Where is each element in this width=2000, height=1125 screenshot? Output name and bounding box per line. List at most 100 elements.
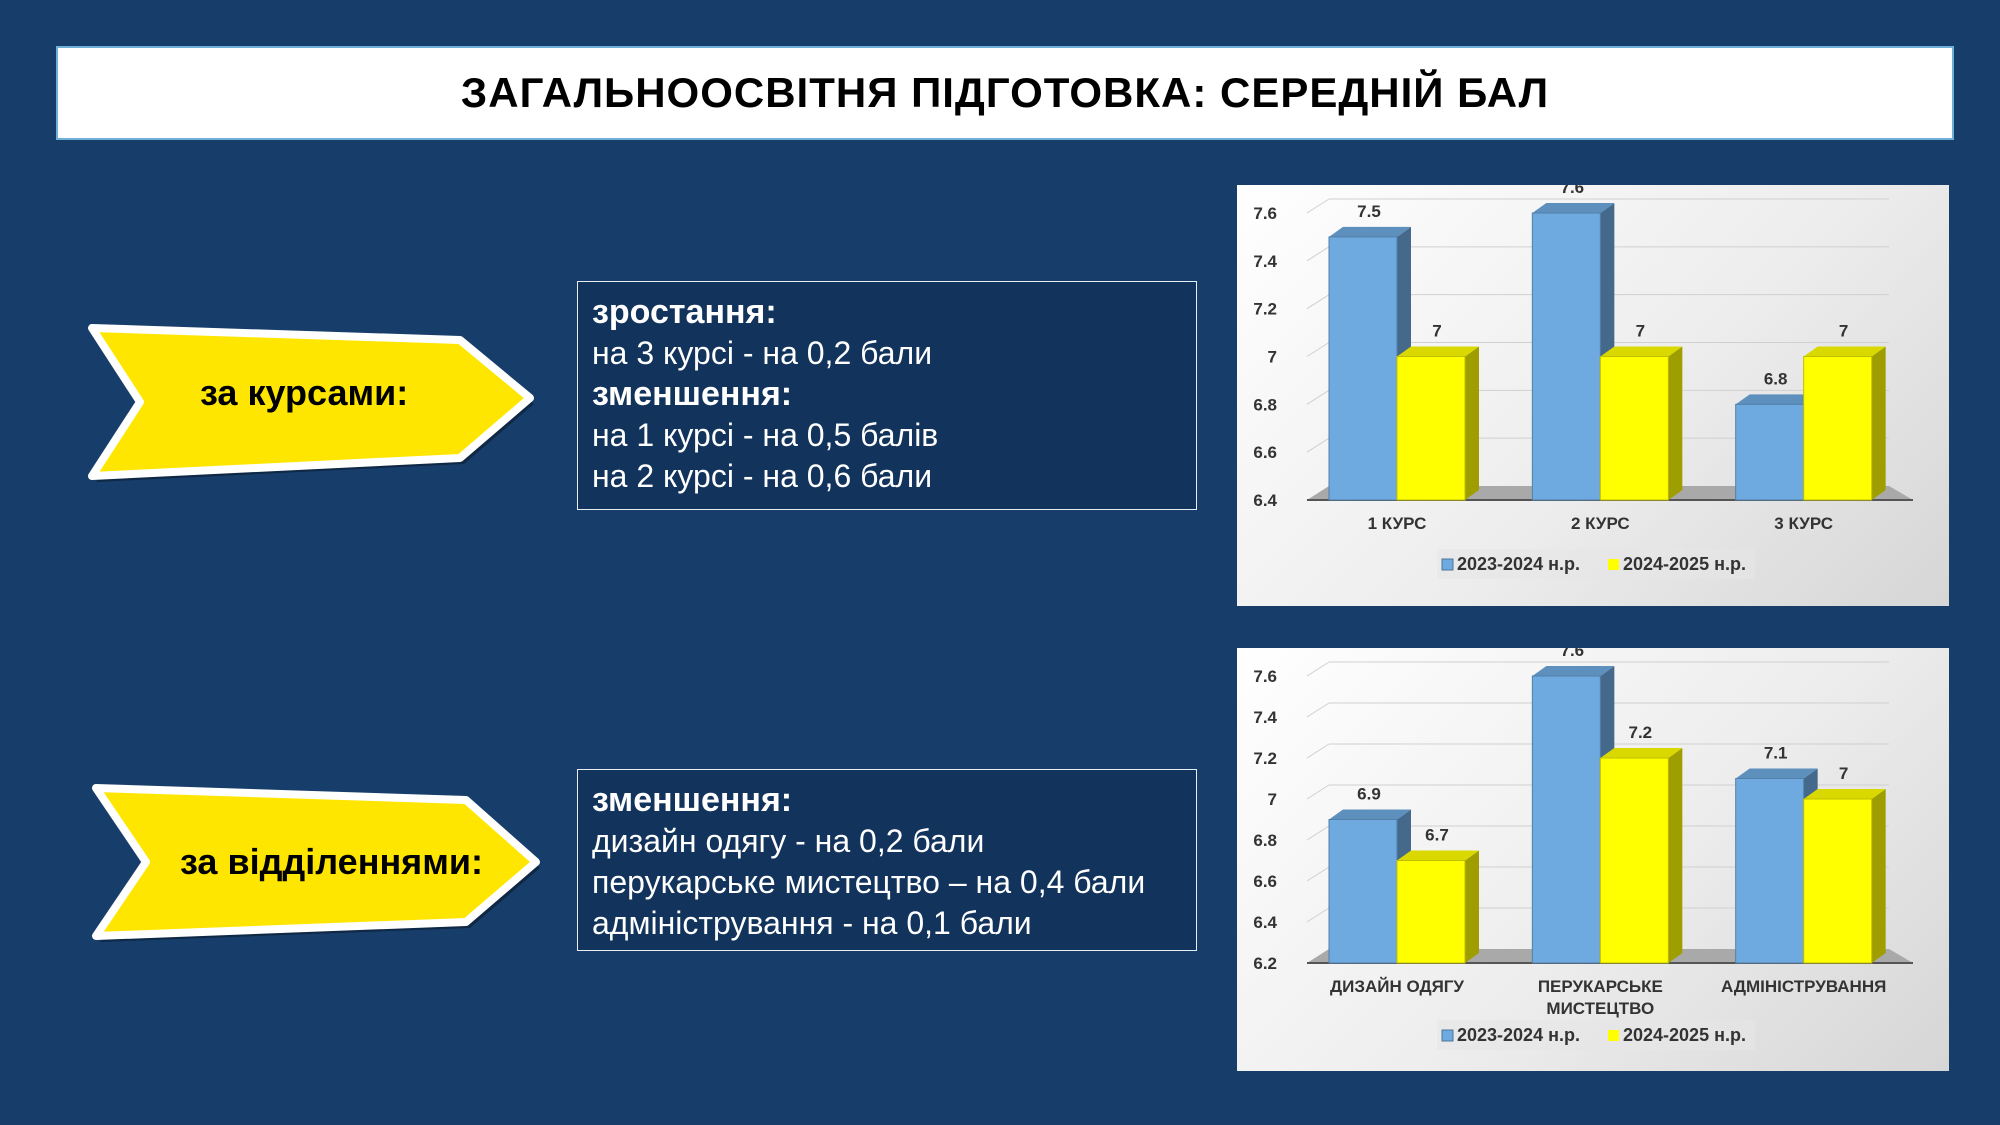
legend-label-2024: 2024-2025 н.р. (1623, 1025, 1746, 1045)
bar-front (1328, 236, 1398, 501)
bar-top (1532, 203, 1615, 213)
gridline-depth (1306, 866, 1330, 882)
bar-top (1803, 789, 1886, 799)
gridline-depth (1306, 907, 1330, 923)
y-tick-label: 6.6 (1253, 872, 1277, 891)
bar-2024-2025-1 (1599, 748, 1683, 964)
bar-top (1397, 850, 1479, 861)
info-line: на 2 курсі - на 0,6 бали (592, 458, 933, 494)
arrow-shape-departments (92, 784, 540, 942)
bar-side (1465, 850, 1479, 963)
y-tick-label: 7.4 (1253, 708, 1277, 727)
data-label: 6.7 (1425, 826, 1449, 845)
legend-label-2023: 2023-2024 н.р. (1457, 554, 1580, 574)
bar-top (1329, 226, 1411, 237)
data-label: 7.2 (1629, 723, 1653, 742)
bar-front (1531, 675, 1601, 964)
chart-courses: 6.4 6.6 6.8 7 7.2 7.4 7.6 7.5 7 1 КУРС 7.6 7 2 КУРС 6… (1253, 185, 1913, 579)
bar-front (1599, 757, 1669, 964)
legend-bg (1437, 549, 1755, 579)
data-label: 7.6 (1561, 648, 1585, 660)
y-tick-label: 7.2 (1253, 749, 1277, 768)
bar-2023-2024-0 (1328, 809, 1411, 964)
x-category-label: 3 КУРС (1774, 514, 1833, 533)
arrow-shape-courses (88, 324, 534, 482)
bar-2024-2025-0 (1396, 850, 1479, 964)
x-category-label: 1 КУРС (1368, 514, 1427, 533)
info-heading: зростання: (592, 293, 777, 331)
page-title: ЗАГАЛЬНООСВІТНЯ ПІДГОТОВКА: СЕРЕДНІЙ БАЛ (460, 69, 1550, 116)
info-heading: зменшення: (592, 375, 793, 413)
bar-front (1803, 798, 1873, 964)
bar-front (1735, 778, 1805, 964)
legend-label-2024: 2024-2025 н.р. (1623, 554, 1746, 574)
info-line: дизайн одягу - на 0,2 бали (592, 823, 985, 859)
bar-front (1396, 356, 1466, 501)
data-label: 6.9 (1357, 785, 1381, 804)
data-label: 7 (1636, 322, 1645, 341)
data-label: 7 (1432, 322, 1441, 341)
legend-label-2023: 2023-2024 н.р. (1457, 1025, 1580, 1045)
legend-swatch-2023 (1441, 558, 1454, 571)
y-tick-label: 7.6 (1253, 204, 1277, 223)
legend: 2023-2024 н.р. 2024-2025 н.р. (1437, 549, 1755, 579)
bar-top (1532, 666, 1615, 676)
y-tick-label: 6.6 (1253, 443, 1277, 462)
bar-top (1735, 768, 1818, 779)
arrow-label-courses: за курсами: (200, 372, 409, 413)
info-line: адміністрування - на 0,1 бали (592, 905, 1032, 941)
gridline-depth (1306, 437, 1330, 453)
gridline-depth (1306, 294, 1330, 310)
legend-swatch-2024 (1608, 559, 1619, 570)
legend-swatch-2023 (1441, 1029, 1454, 1042)
y-tick-label: 6.4 (1253, 491, 1277, 510)
bar-side (1668, 346, 1683, 500)
bar-2024-2025-1 (1599, 346, 1683, 501)
info-line: перукарське мистецтво – на 0,4 бали (592, 864, 1146, 900)
gridline-depth (1306, 389, 1330, 405)
bar-side (1871, 789, 1886, 963)
x-category-label: 2 КУРС (1571, 514, 1630, 533)
gridline-depth (1306, 342, 1330, 357)
gridline-depth (1306, 661, 1330, 677)
bar-2024-2025-2 (1803, 789, 1886, 964)
y-tick-label: 7 (1268, 348, 1277, 367)
x-category-label: ДИЗАЙН ОДЯГУ (1330, 977, 1464, 996)
gridline-depth (1306, 702, 1330, 718)
x-category-label: АДМІНІСТРУВАННЯ (1721, 977, 1886, 996)
info-line: на 1 курсі - на 0,5 балів (592, 417, 939, 453)
y-tick-label: 6.4 (1253, 913, 1277, 932)
data-label: 7.1 (1764, 744, 1788, 763)
bar-top (1600, 748, 1683, 758)
y-tick-label: 7.6 (1253, 667, 1277, 686)
info-line: на 3 курсі - на 0,2 бали (592, 335, 933, 371)
title-banner: ЗАГАЛЬНООСВІТНЯ ПІДГОТОВКА: СЕРЕДНІЙ БАЛ (56, 46, 1954, 140)
gridline-depth (1306, 246, 1330, 262)
legend: 2023-2024 н.р. 2024-2025 н.р. (1437, 1020, 1755, 1050)
gridline-depth (1306, 198, 1330, 214)
bar-top (1600, 346, 1683, 357)
bar-front (1803, 356, 1873, 501)
bar-top (1329, 809, 1411, 820)
legend-swatch-2024 (1608, 1030, 1619, 1041)
gridline-depth (1306, 825, 1330, 841)
data-label: 7.5 (1357, 202, 1381, 221)
bar-front (1735, 403, 1805, 501)
bar-front (1328, 819, 1398, 964)
chart-panel-courses: 6.4 6.6 6.8 7 7.2 7.4 7.6 7.5 7 1 КУРС 7.6 7 2 КУРС 6… (1237, 185, 1949, 606)
data-label: 7.6 (1561, 185, 1585, 197)
arrow-label-departments: за відділеннями: (180, 841, 483, 882)
bar-front (1599, 356, 1669, 501)
data-label: 6.8 (1764, 369, 1788, 388)
bar-top (1803, 346, 1886, 357)
y-tick-label: 7 (1268, 790, 1277, 809)
y-tick-label: 7.2 (1253, 300, 1277, 319)
x-category-label: МИСТЕЦТВО (1546, 999, 1654, 1018)
info-box-courses: зростання: на 3 курсі - на 0,2 бали зменше… (577, 281, 1197, 510)
info-heading: зменшення: (592, 781, 793, 819)
data-label: 7 (1839, 322, 1848, 341)
bar-2024-2025-2 (1803, 346, 1886, 501)
y-tick-label: 6.8 (1253, 395, 1277, 414)
bar-top (1397, 346, 1479, 357)
bar-side (1668, 748, 1683, 963)
